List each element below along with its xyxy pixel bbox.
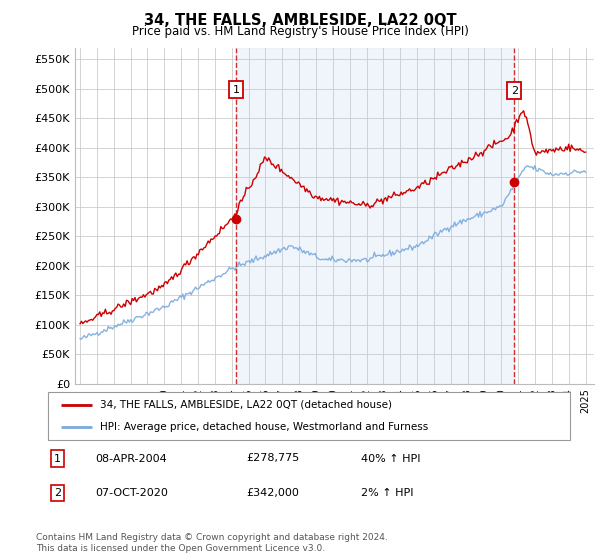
Text: 07-OCT-2020: 07-OCT-2020 — [95, 488, 168, 498]
Text: 34, THE FALLS, AMBLESIDE, LA22 0QT (detached house): 34, THE FALLS, AMBLESIDE, LA22 0QT (deta… — [100, 400, 392, 410]
Text: HPI: Average price, detached house, Westmorland and Furness: HPI: Average price, detached house, West… — [100, 422, 428, 432]
Text: 2% ↑ HPI: 2% ↑ HPI — [361, 488, 414, 498]
Text: 40% ↑ HPI: 40% ↑ HPI — [361, 454, 421, 464]
Text: Contains HM Land Registry data © Crown copyright and database right 2024.
This d: Contains HM Land Registry data © Crown c… — [36, 533, 388, 553]
Text: £278,775: £278,775 — [247, 454, 299, 464]
Text: 1: 1 — [233, 85, 240, 95]
Text: £342,000: £342,000 — [247, 488, 299, 498]
Text: 1: 1 — [54, 454, 61, 464]
Text: 2: 2 — [511, 86, 518, 96]
Bar — [236, 48, 514, 384]
Text: 2: 2 — [54, 488, 61, 498]
Text: Price paid vs. HM Land Registry's House Price Index (HPI): Price paid vs. HM Land Registry's House … — [131, 25, 469, 38]
Text: 08-APR-2004: 08-APR-2004 — [95, 454, 167, 464]
Text: 34, THE FALLS, AMBLESIDE, LA22 0QT: 34, THE FALLS, AMBLESIDE, LA22 0QT — [143, 13, 457, 29]
